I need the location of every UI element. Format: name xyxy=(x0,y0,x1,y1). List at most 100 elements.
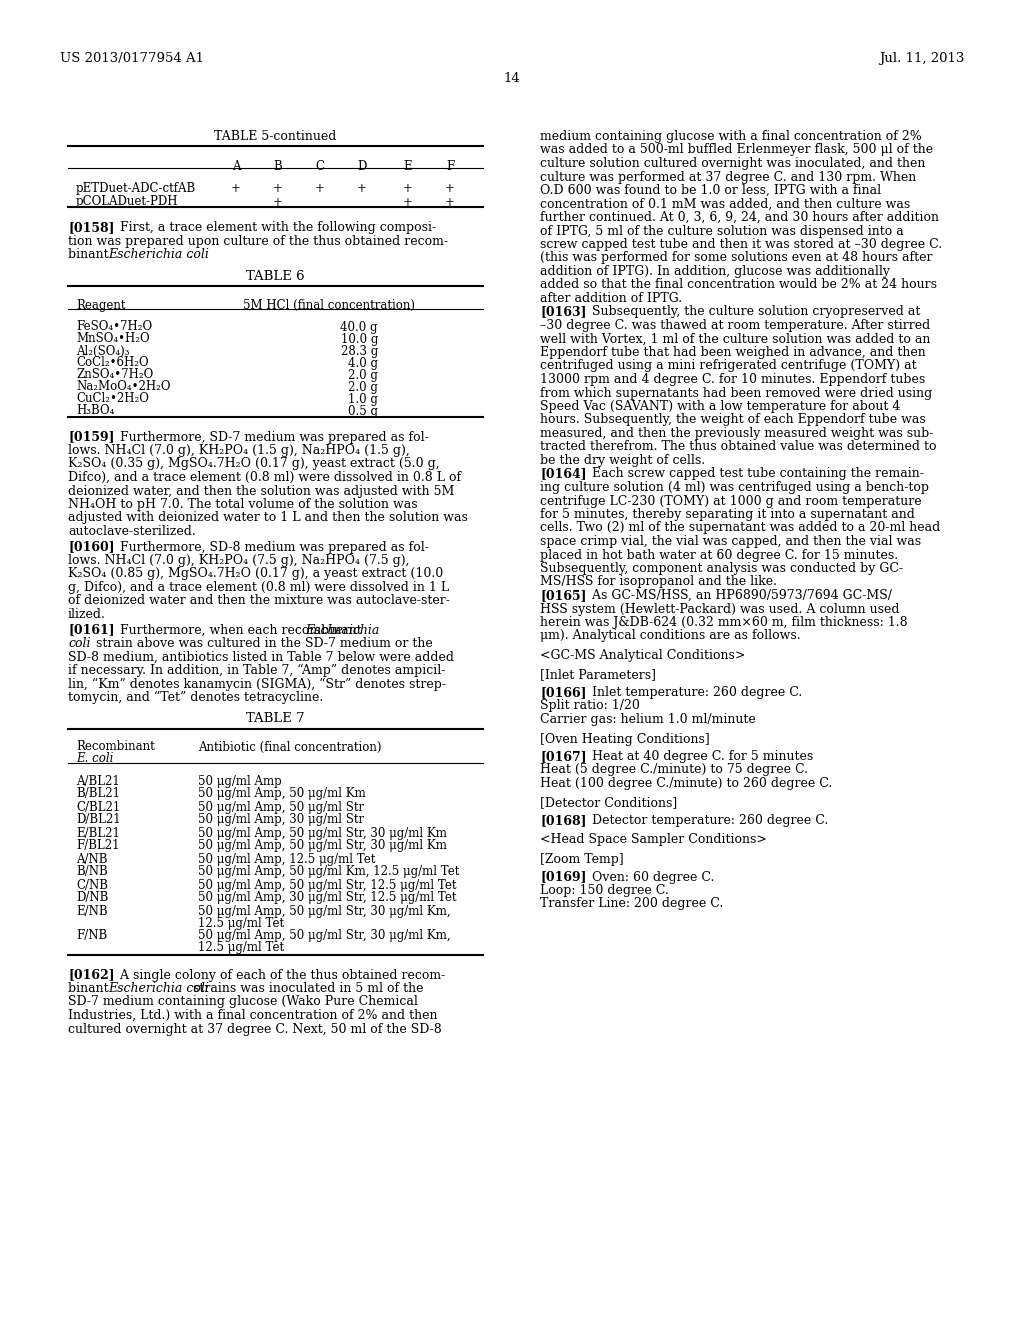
Text: E/NB: E/NB xyxy=(76,904,108,917)
Text: CoCl₂•6H₂O: CoCl₂•6H₂O xyxy=(76,356,148,370)
Text: [0158]: [0158] xyxy=(68,220,115,234)
Text: MS/HSS for isopropanol and the like.: MS/HSS for isopropanol and the like. xyxy=(540,576,777,589)
Text: culture was performed at 37 degree C. and 130 rpm. When: culture was performed at 37 degree C. an… xyxy=(540,170,916,183)
Text: concentration of 0.1 mM was added, and then culture was: concentration of 0.1 mM was added, and t… xyxy=(540,198,910,210)
Text: addition of IPTG). In addition, glucose was additionally: addition of IPTG). In addition, glucose … xyxy=(540,265,890,279)
Text: F: F xyxy=(445,160,454,173)
Text: of deionized water and then the mixture was autoclave-ster-: of deionized water and then the mixture … xyxy=(68,594,450,607)
Text: μm). Analytical conditions are as follows.: μm). Analytical conditions are as follow… xyxy=(540,630,801,643)
Text: D/BL21: D/BL21 xyxy=(76,813,121,826)
Text: Furthermore, SD-7 medium was prepared as fol-: Furthermore, SD-7 medium was prepared as… xyxy=(112,430,429,444)
Text: 50 μg/ml Amp, 50 μg/ml Str: 50 μg/ml Amp, 50 μg/ml Str xyxy=(198,800,365,813)
Text: Reagent: Reagent xyxy=(76,298,126,312)
Text: space crimp vial, the vial was capped, and then the vial was: space crimp vial, the vial was capped, a… xyxy=(540,535,922,548)
Text: 40.0 g: 40.0 g xyxy=(341,321,378,334)
Text: 28.3 g: 28.3 g xyxy=(341,345,378,358)
Text: lin, “Km” denotes kanamycin (SIGMA), “Str” denotes strep-: lin, “Km” denotes kanamycin (SIGMA), “St… xyxy=(68,677,446,690)
Text: (this was performed for some solutions even at 48 hours after: (this was performed for some solutions e… xyxy=(540,252,933,264)
Text: 50 μg/ml Amp, 12.5 μg/ml Tet: 50 μg/ml Amp, 12.5 μg/ml Tet xyxy=(198,853,376,866)
Text: A/BL21: A/BL21 xyxy=(76,775,120,788)
Text: ilized.: ilized. xyxy=(68,609,105,620)
Text: 50 μg/ml Amp, 30 μg/ml Str: 50 μg/ml Amp, 30 μg/ml Str xyxy=(198,813,365,826)
Text: B/BL21: B/BL21 xyxy=(76,788,120,800)
Text: [Inlet Parameters]: [Inlet Parameters] xyxy=(540,668,656,681)
Text: 50 μg/ml Amp, 50 μg/ml Str, 12.5 μg/ml Tet: 50 μg/ml Amp, 50 μg/ml Str, 12.5 μg/ml T… xyxy=(198,879,457,891)
Text: Heat at 40 degree C. for 5 minutes: Heat at 40 degree C. for 5 minutes xyxy=(584,750,813,763)
Text: [0162]: [0162] xyxy=(68,969,115,982)
Text: medium containing glucose with a final concentration of 2%: medium containing glucose with a final c… xyxy=(540,129,922,143)
Text: O.D 600 was found to be 1.0 or less, IPTG with a final: O.D 600 was found to be 1.0 or less, IPT… xyxy=(540,183,881,197)
Text: hours. Subsequently, the weight of each Eppendorf tube was: hours. Subsequently, the weight of each … xyxy=(540,413,926,426)
Text: of IPTG, 5 ml of the culture solution was dispensed into a: of IPTG, 5 ml of the culture solution wa… xyxy=(540,224,904,238)
Text: g, Difco), and a trace element (0.8 ml) were dissolved in 1 L: g, Difco), and a trace element (0.8 ml) … xyxy=(68,581,450,594)
Text: 2.0 g: 2.0 g xyxy=(348,380,378,393)
Text: K₂SO₄ (0.85 g), MgSO₄.7H₂O (0.17 g), a yeast extract (10.0: K₂SO₄ (0.85 g), MgSO₄.7H₂O (0.17 g), a y… xyxy=(68,568,443,581)
Text: 50 μg/ml Amp, 50 μg/ml Str, 30 μg/ml Km: 50 μg/ml Amp, 50 μg/ml Str, 30 μg/ml Km xyxy=(198,826,446,840)
Text: 50 μg/ml Amp, 50 μg/ml Str, 30 μg/ml Km,: 50 μg/ml Amp, 50 μg/ml Str, 30 μg/ml Km, xyxy=(198,904,451,917)
Text: .: . xyxy=(189,248,193,261)
Text: <Head Space Sampler Conditions>: <Head Space Sampler Conditions> xyxy=(540,833,767,846)
Text: culture solution cultured overnight was inoculated, and then: culture solution cultured overnight was … xyxy=(540,157,926,170)
Text: screw capped test tube and then it was stored at –30 degree C.: screw capped test tube and then it was s… xyxy=(540,238,942,251)
Text: As GC-MS/HSS, an HP6890/5973/7694 GC-MS/: As GC-MS/HSS, an HP6890/5973/7694 GC-MS/ xyxy=(584,589,892,602)
Text: [0159]: [0159] xyxy=(68,430,115,444)
Text: Detector temperature: 260 degree C.: Detector temperature: 260 degree C. xyxy=(584,814,828,828)
Text: tomycin, and “Tet” denotes tetracycline.: tomycin, and “Tet” denotes tetracycline. xyxy=(68,690,324,705)
Text: +: + xyxy=(403,195,413,209)
Text: A/NB: A/NB xyxy=(76,853,108,866)
Text: was added to a 500-ml buffled Erlenmeyer flask, 500 μl of the: was added to a 500-ml buffled Erlenmeyer… xyxy=(540,144,933,157)
Text: [Zoom Temp]: [Zoom Temp] xyxy=(540,853,624,866)
Text: HSS system (Hewlett-Packard) was used. A column used: HSS system (Hewlett-Packard) was used. A… xyxy=(540,602,899,615)
Text: 12.5 μg/ml Tet: 12.5 μg/ml Tet xyxy=(198,916,284,929)
Text: autoclave-sterilized.: autoclave-sterilized. xyxy=(68,525,196,539)
Text: 50 μg/ml Amp, 50 μg/ml Km: 50 μg/ml Amp, 50 μg/ml Km xyxy=(198,788,366,800)
Text: Difco), and a trace element (0.8 ml) were dissolved in 0.8 L of: Difco), and a trace element (0.8 ml) wer… xyxy=(68,471,461,484)
Text: +: + xyxy=(315,182,325,195)
Text: [0160]: [0160] xyxy=(68,540,115,553)
Text: TABLE 7: TABLE 7 xyxy=(246,713,305,726)
Text: Heat (5 degree C./minute) to 75 degree C.: Heat (5 degree C./minute) to 75 degree C… xyxy=(540,763,808,776)
Text: C: C xyxy=(315,160,325,173)
Text: Jul. 11, 2013: Jul. 11, 2013 xyxy=(879,51,964,65)
Text: Na₂MoO₄•2H₂O: Na₂MoO₄•2H₂O xyxy=(76,380,171,393)
Text: binant: binant xyxy=(68,248,113,261)
Text: [0165]: [0165] xyxy=(540,589,587,602)
Text: [0164]: [0164] xyxy=(540,467,587,480)
Text: +: + xyxy=(403,182,413,195)
Text: Each screw capped test tube containing the remain-: Each screw capped test tube containing t… xyxy=(584,467,924,480)
Text: C/BL21: C/BL21 xyxy=(76,800,120,813)
Text: F/NB: F/NB xyxy=(76,929,108,942)
Text: [Detector Conditions]: [Detector Conditions] xyxy=(540,796,677,809)
Text: FeSO₄•7H₂O: FeSO₄•7H₂O xyxy=(76,321,153,334)
Text: tracted therefrom. The thus obtained value was determined to: tracted therefrom. The thus obtained val… xyxy=(540,441,937,454)
Text: Furthermore, SD-8 medium was prepared as fol-: Furthermore, SD-8 medium was prepared as… xyxy=(112,540,429,553)
Text: 50 μg/ml Amp, 50 μg/ml Km, 12.5 μg/ml Tet: 50 μg/ml Amp, 50 μg/ml Km, 12.5 μg/ml Te… xyxy=(198,866,460,879)
Text: 14: 14 xyxy=(504,73,520,84)
Text: centrifuge LC-230 (TOMY) at 1000 g and room temperature: centrifuge LC-230 (TOMY) at 1000 g and r… xyxy=(540,495,922,507)
Text: A single colony of each of the thus obtained recom-: A single colony of each of the thus obta… xyxy=(112,969,445,982)
Text: F/BL21: F/BL21 xyxy=(76,840,120,853)
Text: +: + xyxy=(445,182,455,195)
Text: K₂SO₄ (0.35 g), MgSO₄.7H₂O (0.17 g), yeast extract (5.0 g,: K₂SO₄ (0.35 g), MgSO₄.7H₂O (0.17 g), yea… xyxy=(68,458,439,470)
Text: further continued. At 0, 3, 6, 9, 24, and 30 hours after addition: further continued. At 0, 3, 6, 9, 24, an… xyxy=(540,211,939,224)
Text: [0163]: [0163] xyxy=(540,305,587,318)
Text: –30 degree C. was thawed at room temperature. After stirred: –30 degree C. was thawed at room tempera… xyxy=(540,319,930,333)
Text: Escherichia coli: Escherichia coli xyxy=(108,982,209,995)
Text: Subsequently, the culture solution cryopreserved at: Subsequently, the culture solution cryop… xyxy=(584,305,921,318)
Text: TABLE 6: TABLE 6 xyxy=(246,269,305,282)
Text: [Oven Heating Conditions]: [Oven Heating Conditions] xyxy=(540,733,710,746)
Text: after addition of IPTG.: after addition of IPTG. xyxy=(540,292,682,305)
Text: Recombinant: Recombinant xyxy=(76,741,155,754)
Text: 0.5 g: 0.5 g xyxy=(348,404,378,417)
Text: 4.0 g: 4.0 g xyxy=(348,356,378,370)
Text: [0167]: [0167] xyxy=(540,750,587,763)
Text: placed in hot bath water at 60 degree C. for 15 minutes.: placed in hot bath water at 60 degree C.… xyxy=(540,549,898,561)
Text: [0161]: [0161] xyxy=(68,623,115,636)
Text: for 5 minutes, thereby separating it into a supernatant and: for 5 minutes, thereby separating it int… xyxy=(540,508,914,521)
Text: Al₂(SO₄)₃: Al₂(SO₄)₃ xyxy=(76,345,129,358)
Text: adjusted with deionized water to 1 L and then the solution was: adjusted with deionized water to 1 L and… xyxy=(68,511,468,524)
Text: Antibiotic (final concentration): Antibiotic (final concentration) xyxy=(198,741,382,754)
Text: Subsequently, component analysis was conducted by GC-: Subsequently, component analysis was con… xyxy=(540,562,903,576)
Text: 12.5 μg/ml Tet: 12.5 μg/ml Tet xyxy=(198,941,284,954)
Text: +: + xyxy=(273,182,283,195)
